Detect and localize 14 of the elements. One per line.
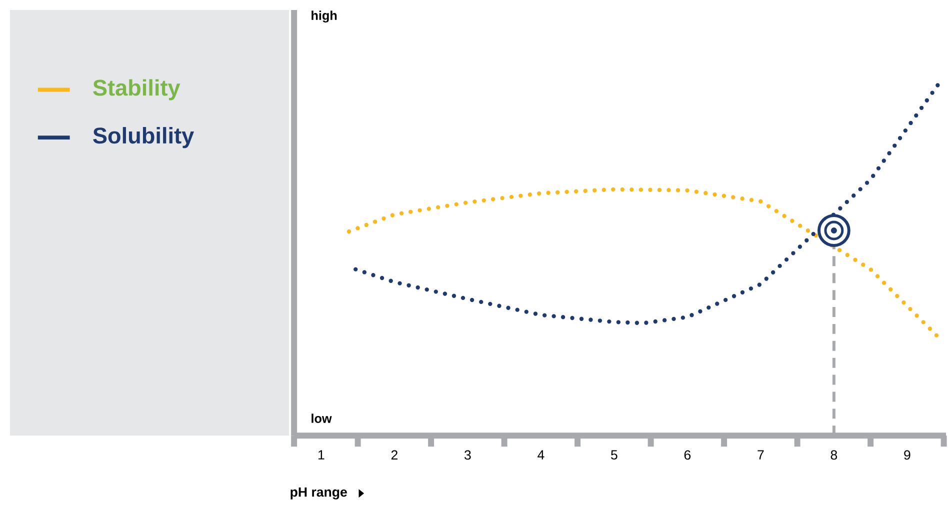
- x-axis-title: pH range: [290, 487, 347, 500]
- x-tick-label: 6: [684, 450, 691, 460]
- x-tick-label: 1: [318, 450, 324, 460]
- x-tick-label: 5: [611, 450, 618, 460]
- x-tick-label: 7: [758, 450, 764, 460]
- x-tick-label: 2: [391, 450, 398, 460]
- annotation: low: [312, 413, 332, 423]
- text: high: [312, 10, 337, 22]
- legend-label: Stability: [93, 79, 180, 100]
- x-tick-label: 3: [464, 450, 471, 460]
- x-tick-label: 9: [904, 450, 910, 460]
- legend-label: Solubility: [93, 126, 194, 148]
- x-tick-label: 8: [830, 450, 838, 460]
- x-tick-label: 4: [538, 450, 544, 460]
